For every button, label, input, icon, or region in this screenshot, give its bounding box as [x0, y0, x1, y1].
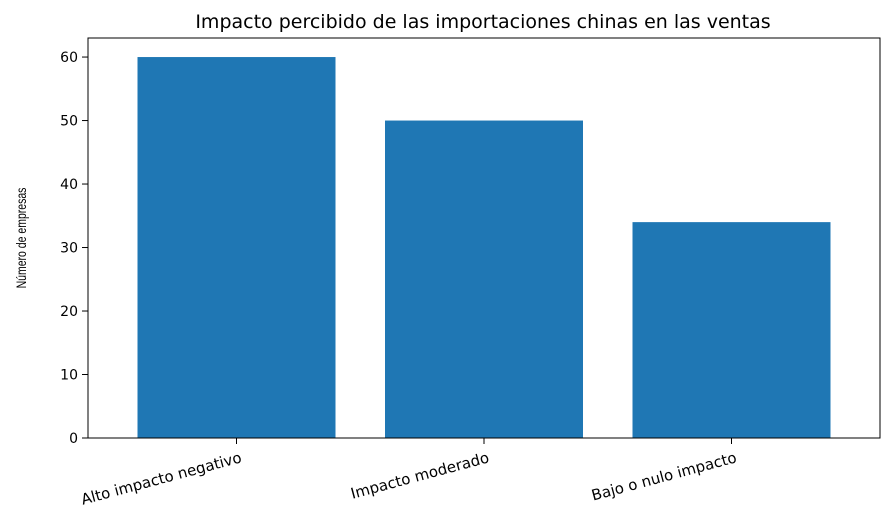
- y-axis-label: Número de empresas: [14, 188, 30, 289]
- y-axis-ticks: 0 10 20 30 40 50 60: [60, 50, 88, 447]
- y-tick-label-0: 0: [69, 431, 78, 447]
- y-tick-label-2: 20: [60, 304, 78, 320]
- bar-0: [137, 57, 336, 439]
- x-tick-label-1: Impacto moderado: [349, 448, 491, 502]
- x-tick-label-2: Bajo o nulo impacto: [590, 448, 739, 504]
- y-tick-label-4: 40: [60, 177, 78, 193]
- plot-frame: [87, 37, 881, 439]
- bars-group: [137, 57, 831, 439]
- x-tick-label-0: Alto impacto negativo: [79, 448, 243, 508]
- y-tick-label-6: 60: [60, 50, 78, 66]
- chart-title: Impacto percibido de las importaciones c…: [195, 11, 770, 33]
- y-tick-label-3: 30: [60, 241, 78, 257]
- bar-1: [385, 120, 583, 439]
- x-axis-ticks: Alto impacto negativo Impacto moderado Baj…: [79, 438, 739, 509]
- bar-2: [632, 222, 831, 438]
- y-tick-label-1: 10: [60, 368, 78, 384]
- y-tick-label-5: 50: [60, 114, 78, 130]
